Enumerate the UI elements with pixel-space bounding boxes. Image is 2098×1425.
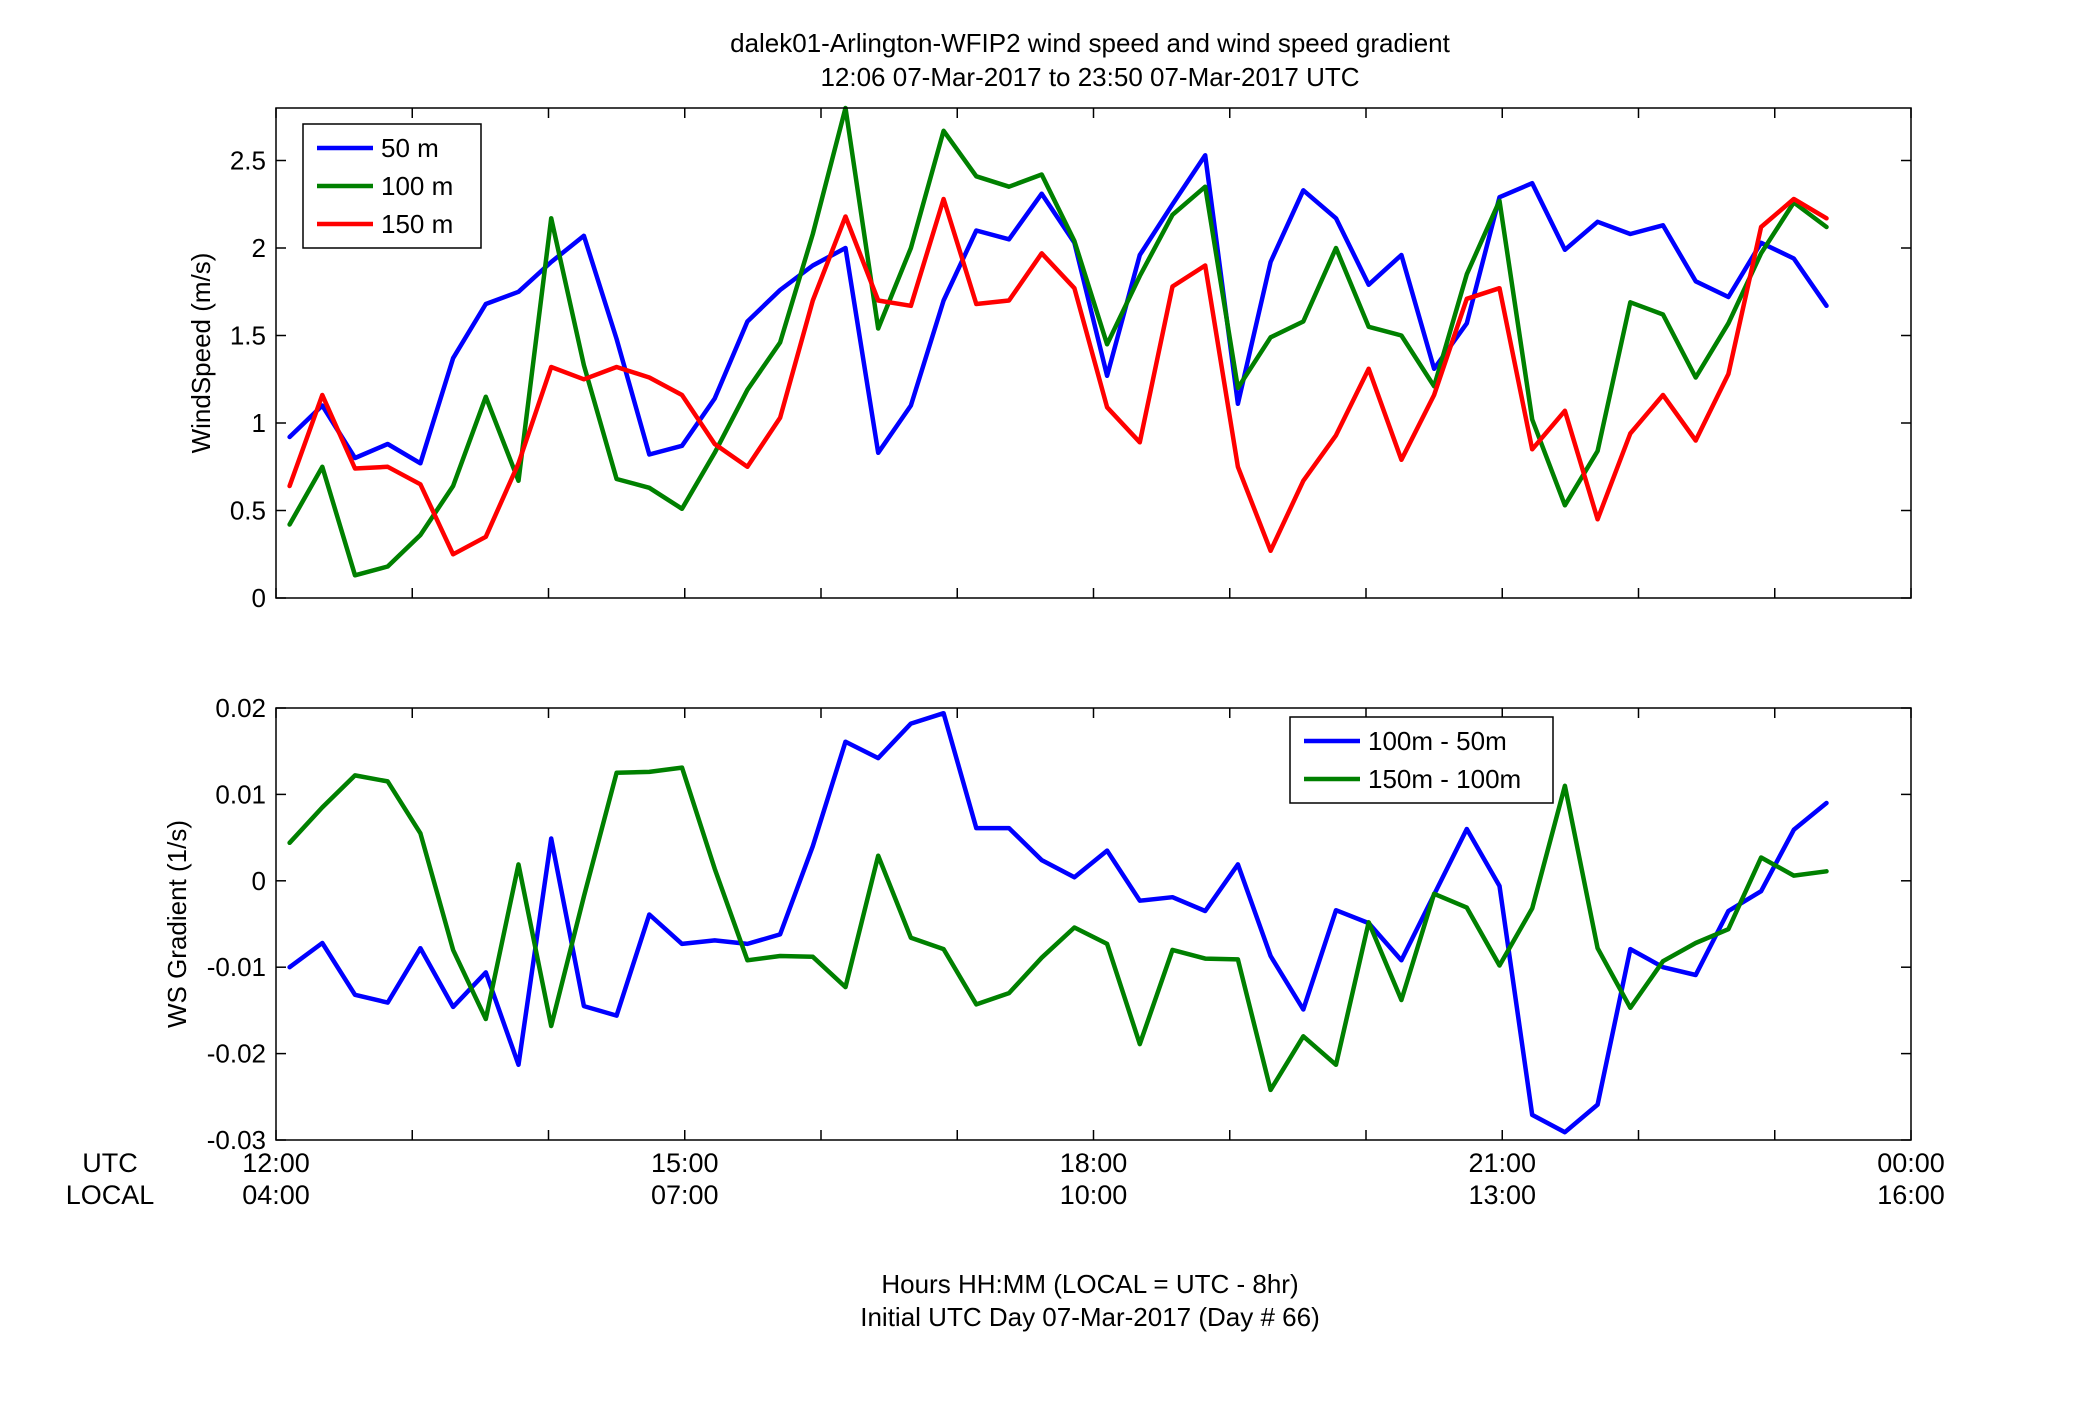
series-line-100m-50m (287, 710, 1829, 1135)
legend-label-100-m: 100 m (381, 171, 453, 201)
utc-tick-label: 18:00 (1060, 1148, 1128, 1178)
windspeed-y-tick-label: 1 (252, 408, 266, 438)
windspeed-y-tick-label: 0 (252, 583, 266, 613)
legend-label-150-m: 150 m (381, 209, 453, 239)
utc-tick-label: 15:00 (651, 1148, 719, 1178)
legend-label-50-m: 50 m (381, 133, 439, 163)
windspeed-y-tick-label: 0.5 (230, 496, 266, 526)
gradient-y-tick-label: -0.02 (207, 1039, 266, 1069)
local-tick-label: 04:00 (242, 1180, 310, 1210)
series-line-150-m (287, 196, 1829, 557)
local-row-label: LOCAL (66, 1180, 155, 1210)
gradient-axes-frame (275, 707, 1912, 1141)
figure-title-line2: 12:06 07-Mar-2017 to 23:50 07-Mar-2017 U… (820, 62, 1359, 92)
windspeed-y-tick-label: 2 (252, 233, 266, 263)
windspeed-panel: 0 0.5 1 1.5 2 2.5 WindSpeed (m/s) 50 m 100 m 150 … (186, 105, 1912, 613)
figure-title-line1: dalek01-Arlington-WFIP2 wind speed and w… (730, 28, 1451, 58)
local-tick-label: 10:00 (1060, 1180, 1128, 1210)
x-axis-label-line2: Initial UTC Day 07-Mar-2017 (Day # 66) (860, 1302, 1320, 1332)
gradient-panel: -0.03 -0.02 -0.01 0 0.01 0.02 WS Gradient (1/s… (162, 693, 1912, 1155)
windspeed-axes-frame (275, 107, 1912, 599)
legend-label-150m-100m: 150m - 100m (1368, 764, 1521, 794)
local-tick-labels: 04:00 07:00 10:00 13:00 16:00 (242, 1180, 1945, 1210)
legend-box (1289, 716, 1554, 804)
gradient-y-tick-label: -0.01 (207, 952, 266, 982)
utc-tick-label: 12:00 (242, 1148, 310, 1178)
utc-tick-label: 21:00 (1468, 1148, 1536, 1178)
gradient-y-tick-label: 0.01 (215, 779, 266, 809)
utc-row-label: UTC (82, 1148, 138, 1178)
local-tick-label: 07:00 (651, 1180, 719, 1210)
windspeed-legend: 50 m 100 m 150 m (302, 123, 482, 249)
windspeed-y-tick-label: 1.5 (230, 321, 266, 351)
series-line-150m-100m (287, 765, 1829, 1093)
legend-label-100m-50m: 100m - 50m (1368, 726, 1507, 756)
utc-tick-labels: 12:00 15:00 18:00 21:00 00:00 (242, 1148, 1945, 1178)
gradient-legend: 100m - 50m 150m - 100m (1289, 716, 1554, 804)
utc-tick-label: 00:00 (1877, 1148, 1945, 1178)
gradient-y-tick-label: -0.03 (207, 1125, 266, 1155)
local-tick-label: 16:00 (1877, 1180, 1945, 1210)
gradient-y-tick-label: 0 (252, 866, 266, 896)
gradient-y-tick-label: 0.02 (215, 693, 266, 723)
windspeed-y-tick-label: 2.5 (230, 146, 266, 176)
series-line-100-m (287, 105, 1829, 578)
x-axis-label-line1: Hours HH:MM (LOCAL = UTC - 8hr) (881, 1269, 1298, 1299)
local-tick-label: 13:00 (1468, 1180, 1536, 1210)
gradient-y-axis-label: WS Gradient (1/s) (162, 820, 192, 1028)
windspeed-y-axis-label: WindSpeed (m/s) (186, 253, 216, 454)
